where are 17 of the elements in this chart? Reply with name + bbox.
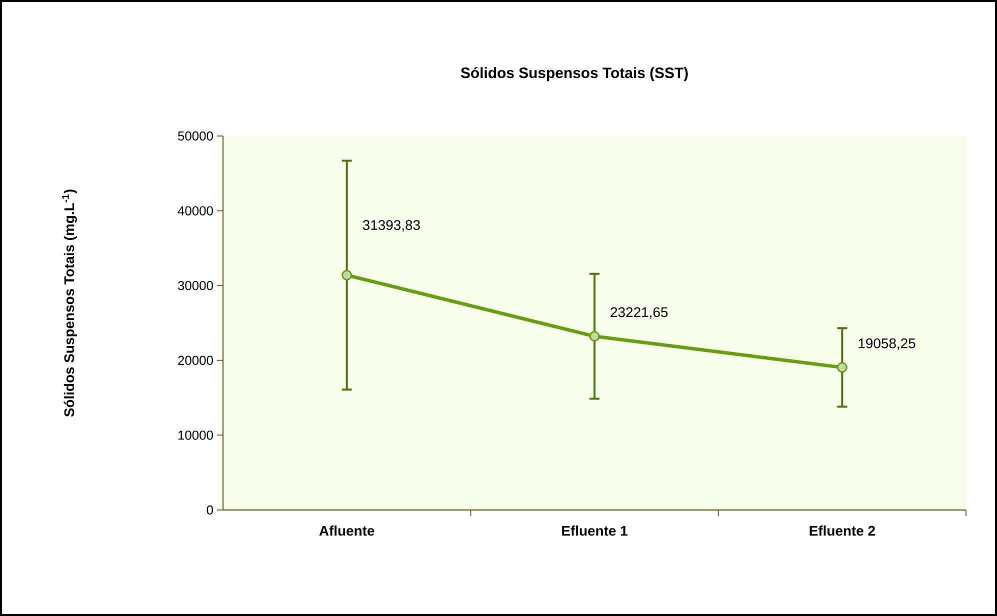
y-tick-label: 10000 [178, 430, 213, 440]
y-tick-label: 40000 [178, 206, 213, 216]
x-tick-label: Efluente 2 [810, 526, 875, 536]
x-tick-label: Efluente 1 [562, 526, 628, 536]
y-tick-label: 0 [206, 505, 213, 515]
chart-title: Sólidos Suspensos Totais (SST) [460, 67, 688, 82]
data-label: 19058,25 [858, 338, 916, 350]
text: Sólidos Suspensos Totais (mg.L$^{-1}$) [62, 190, 77, 417]
y-tick-label: 30000 [178, 281, 213, 290]
data-label: 23221,65 [610, 307, 668, 319]
x-tick-label: Afluente [319, 526, 374, 536]
data-label: 31393,83 [362, 220, 420, 232]
point [836, 362, 848, 373]
point [589, 331, 600, 342]
y-tick-label: 50000 [178, 131, 213, 141]
point [342, 270, 352, 280]
y-tick-label: 20000 [178, 356, 213, 365]
